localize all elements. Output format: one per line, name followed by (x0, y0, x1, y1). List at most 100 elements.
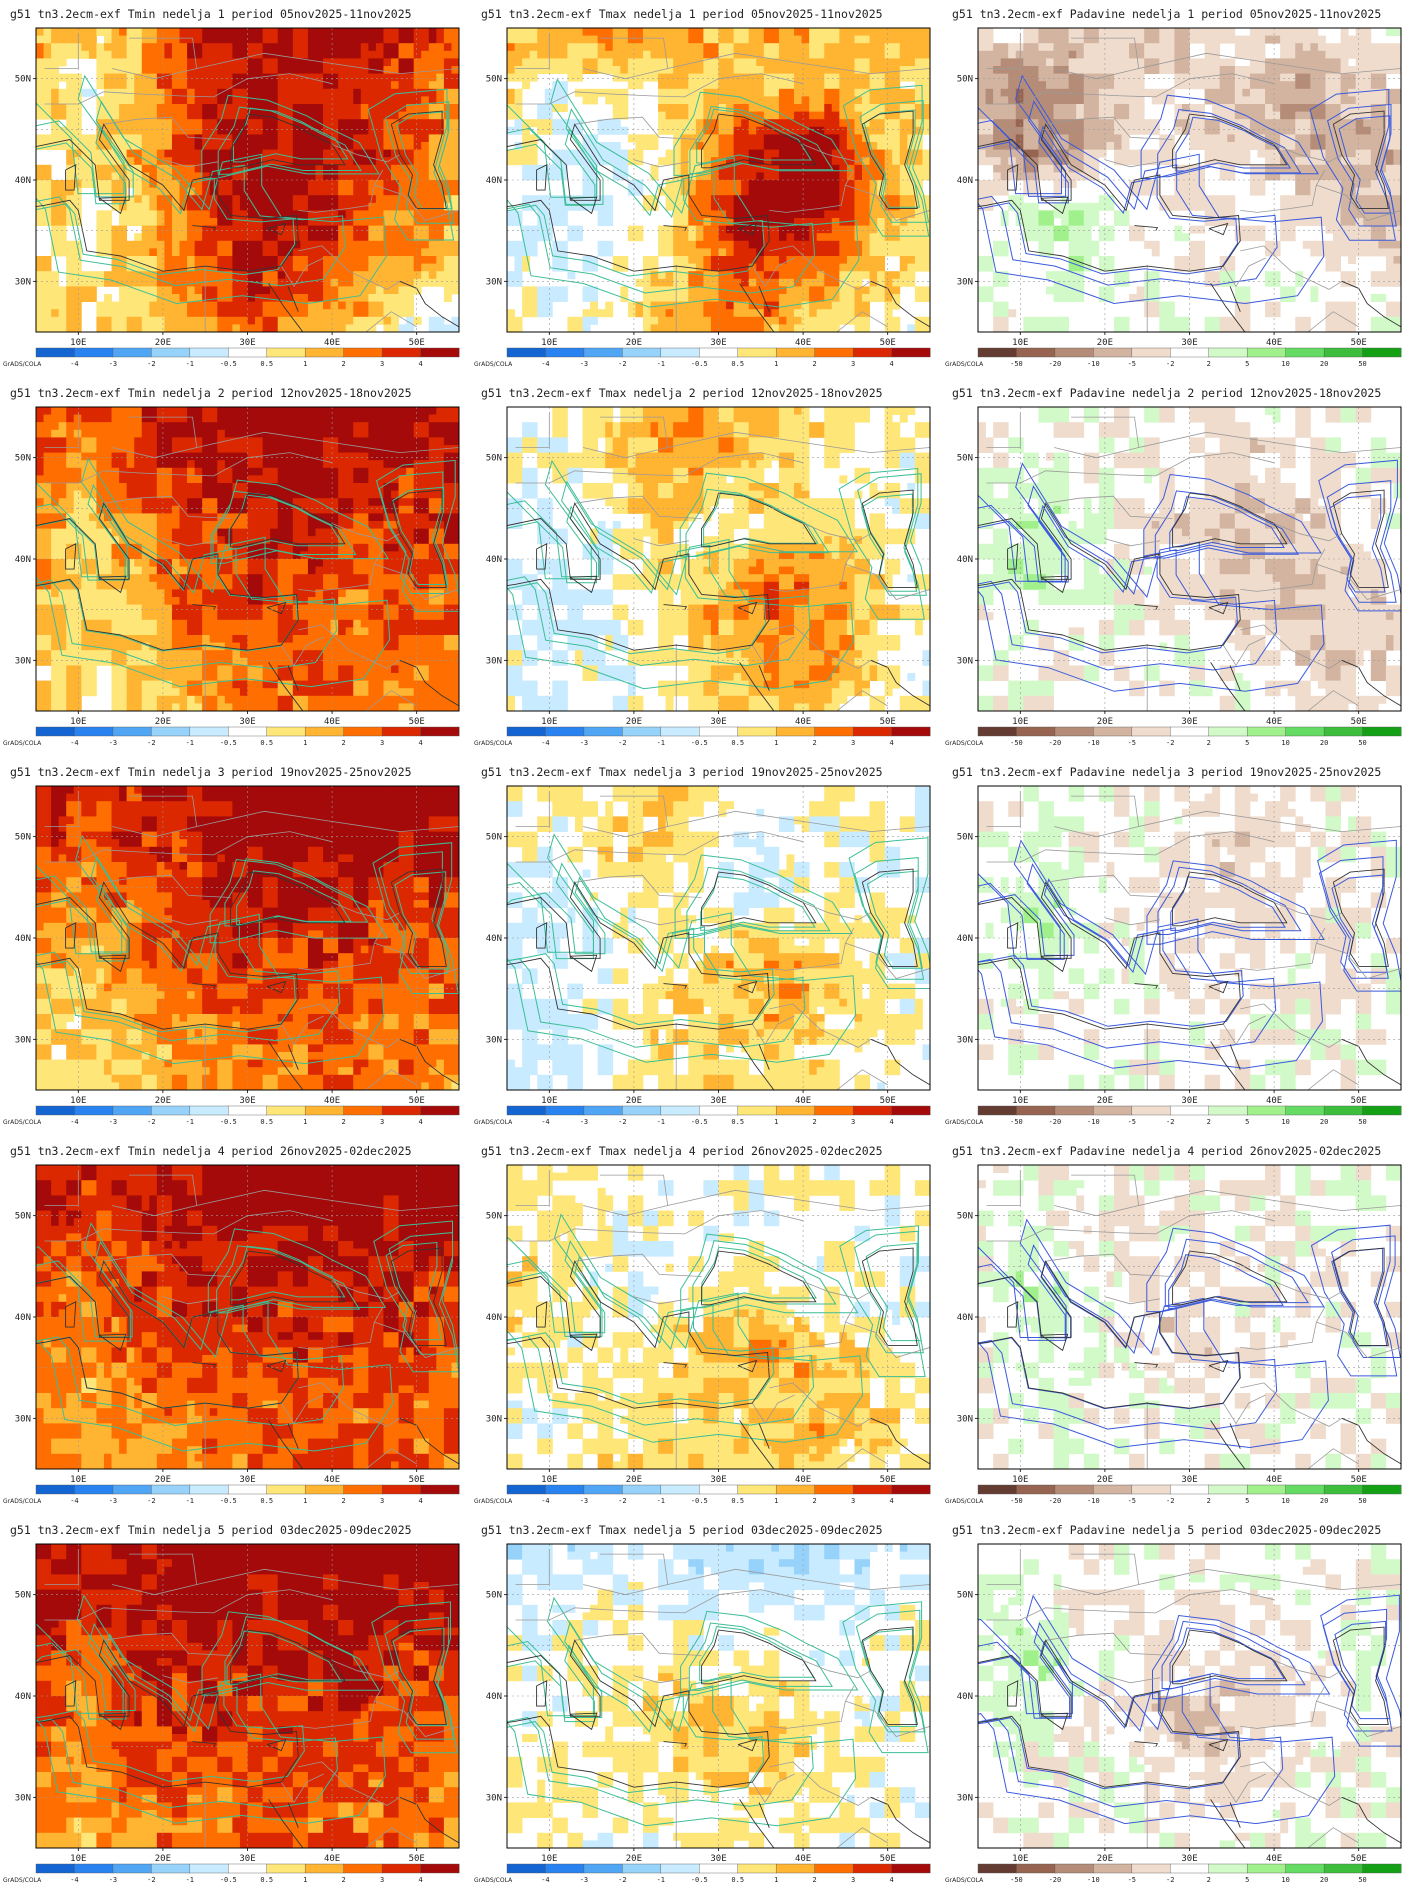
colorbar-label: -50 (1010, 360, 1023, 368)
colorbar-swatch (583, 1484, 623, 1495)
colorbar-swatch (583, 347, 623, 358)
colorbar-label: -1 (657, 739, 665, 747)
anomaly-field (36, 1544, 459, 1848)
colorbar-swatch (891, 1863, 931, 1874)
colorbar-swatch (228, 1863, 268, 1874)
panel-title: g51 tn3.2ecm-exf Tmin nedelja 5 period 0… (10, 1523, 412, 1537)
colorbar-label: 2 (342, 360, 346, 368)
colorbar-label: 0.5 (731, 739, 744, 747)
map-svg: g51 tn3.2ecm-exf Tmax nedelja 5 period 0… (474, 1523, 931, 1884)
colorbar-label: -20 (1049, 360, 1062, 368)
colorbar-swatch (151, 347, 191, 358)
colorbar-swatch (622, 1863, 662, 1874)
lon-tick-label: 20E (1097, 1475, 1113, 1485)
colorbar-swatch (381, 726, 422, 737)
lat-tick-label: 40N (15, 555, 31, 565)
anomaly-field (978, 786, 1401, 1090)
colorbar-label: 20 (1320, 1497, 1328, 1505)
colorbar-swatch (381, 347, 422, 358)
lat-tick-label: 40N (15, 1692, 31, 1702)
colorbar-swatch (1323, 347, 1364, 358)
colorbar-label: 3 (380, 739, 384, 747)
lat-tick-label: 40N (486, 555, 502, 565)
colorbar-label: 5 (1245, 1118, 1249, 1126)
anomaly-field (978, 28, 1401, 332)
lon-tick-label: 50E (880, 338, 896, 348)
lon-tick-label: 10E (70, 1854, 86, 1864)
lon-tick-label: 20E (155, 717, 171, 727)
map-panel-tmin-week-1: g51 tn3.2ecm-exf Tmin nedelja 1 period 0… (0, 0, 471, 379)
colorbar-swatch (1285, 347, 1325, 358)
lon-tick-label: 10E (541, 717, 557, 727)
colorbar-swatch (304, 1863, 345, 1874)
colorbar-label: 20 (1320, 1118, 1328, 1126)
anomaly-field (36, 1165, 459, 1469)
colorbar-swatch (814, 1105, 854, 1116)
colorbar-label: -50 (1010, 1497, 1023, 1505)
colorbar-swatch (977, 1105, 1017, 1116)
colorbar-label: -0.5 (220, 1876, 237, 1884)
lon-tick-label: 20E (1097, 1854, 1113, 1864)
colorbar-swatch (228, 726, 268, 737)
colorbar-label: 4 (418, 739, 422, 747)
colorbar-label: 0.5 (731, 1497, 744, 1505)
colorbar-swatch (151, 1863, 191, 1874)
colorbar-swatch (304, 726, 345, 737)
colorbar-swatch (1016, 1105, 1056, 1116)
colorbar-label: -4 (541, 1118, 549, 1126)
colorbar-label: -10 (1087, 1497, 1100, 1505)
colorbar-label: -10 (1087, 1876, 1100, 1884)
colorbar-label: 10 (1281, 1497, 1289, 1505)
colorbar-label: -1 (186, 1497, 194, 1505)
lon-tick-label: 10E (1012, 1096, 1028, 1106)
colorbar-swatch (977, 726, 1017, 737)
colorbar-swatch (1016, 347, 1056, 358)
colorbar-label: 0.5 (731, 1118, 744, 1126)
colorbar-label: -3 (109, 739, 117, 747)
colorbar-label: -2 (1166, 1876, 1174, 1884)
colorbar-label: -1 (186, 360, 194, 368)
colorbar-label: -1 (657, 1497, 665, 1505)
colorbar-label: -2 (147, 360, 155, 368)
colorbar-label: -4 (70, 1118, 78, 1126)
lat-tick-label: 30N (486, 656, 502, 666)
colorbar-label: -0.5 (691, 1118, 708, 1126)
colorbar-label: 4 (418, 1497, 422, 1505)
colorbar-swatch (1323, 1484, 1364, 1495)
colorbar-swatch (622, 1105, 662, 1116)
lon-tick-label: 20E (1097, 1096, 1113, 1106)
lat-tick-label: 30N (15, 1035, 31, 1045)
anomaly-field (978, 1544, 1401, 1848)
colorbar-swatch (814, 1863, 854, 1874)
colorbar-label: -2 (618, 1876, 626, 1884)
lon-tick-label: 40E (1266, 338, 1282, 348)
colorbar-swatch (1246, 1484, 1287, 1495)
colorbar-label: -50 (1010, 1876, 1023, 1884)
colorbar-label: 2 (1207, 739, 1211, 747)
colorbar-label: -2 (147, 1497, 155, 1505)
colorbar-label: 0.5 (260, 739, 273, 747)
colorbar-swatch (737, 1863, 777, 1874)
colorbar-swatch (420, 347, 460, 358)
lon-tick-label: 30E (1181, 338, 1197, 348)
colorbar-swatch (852, 347, 893, 358)
colorbar-swatch (506, 347, 546, 358)
colorbar-label: 50 (1358, 739, 1366, 747)
colorbar-swatch (189, 347, 229, 358)
lat-tick-label: 30N (486, 1793, 502, 1803)
lat-tick-label: 30N (15, 1793, 31, 1803)
colorbar-swatch (189, 1863, 229, 1874)
map-svg: g51 tn3.2ecm-exf Padavine nedelja 2 peri… (945, 386, 1402, 747)
colorbar-swatch (228, 1484, 268, 1495)
map-panel-padavine-week-5: g51 tn3.2ecm-exf Padavine nedelja 5 peri… (942, 1516, 1413, 1895)
map-svg: g51 tn3.2ecm-exf Tmax nedelja 4 period 2… (474, 1144, 931, 1505)
colorbar-label: -4 (541, 1876, 549, 1884)
lon-tick-label: 20E (626, 1854, 642, 1864)
colorbar-label: 20 (1320, 360, 1328, 368)
colorbar-label: 10 (1281, 360, 1289, 368)
colorbar-swatch (304, 347, 345, 358)
colorbar-swatch (622, 726, 662, 737)
colorbar-label: -5 (1128, 1497, 1136, 1505)
lat-tick-label: 40N (486, 1313, 502, 1323)
anomaly-field (507, 1544, 930, 1848)
